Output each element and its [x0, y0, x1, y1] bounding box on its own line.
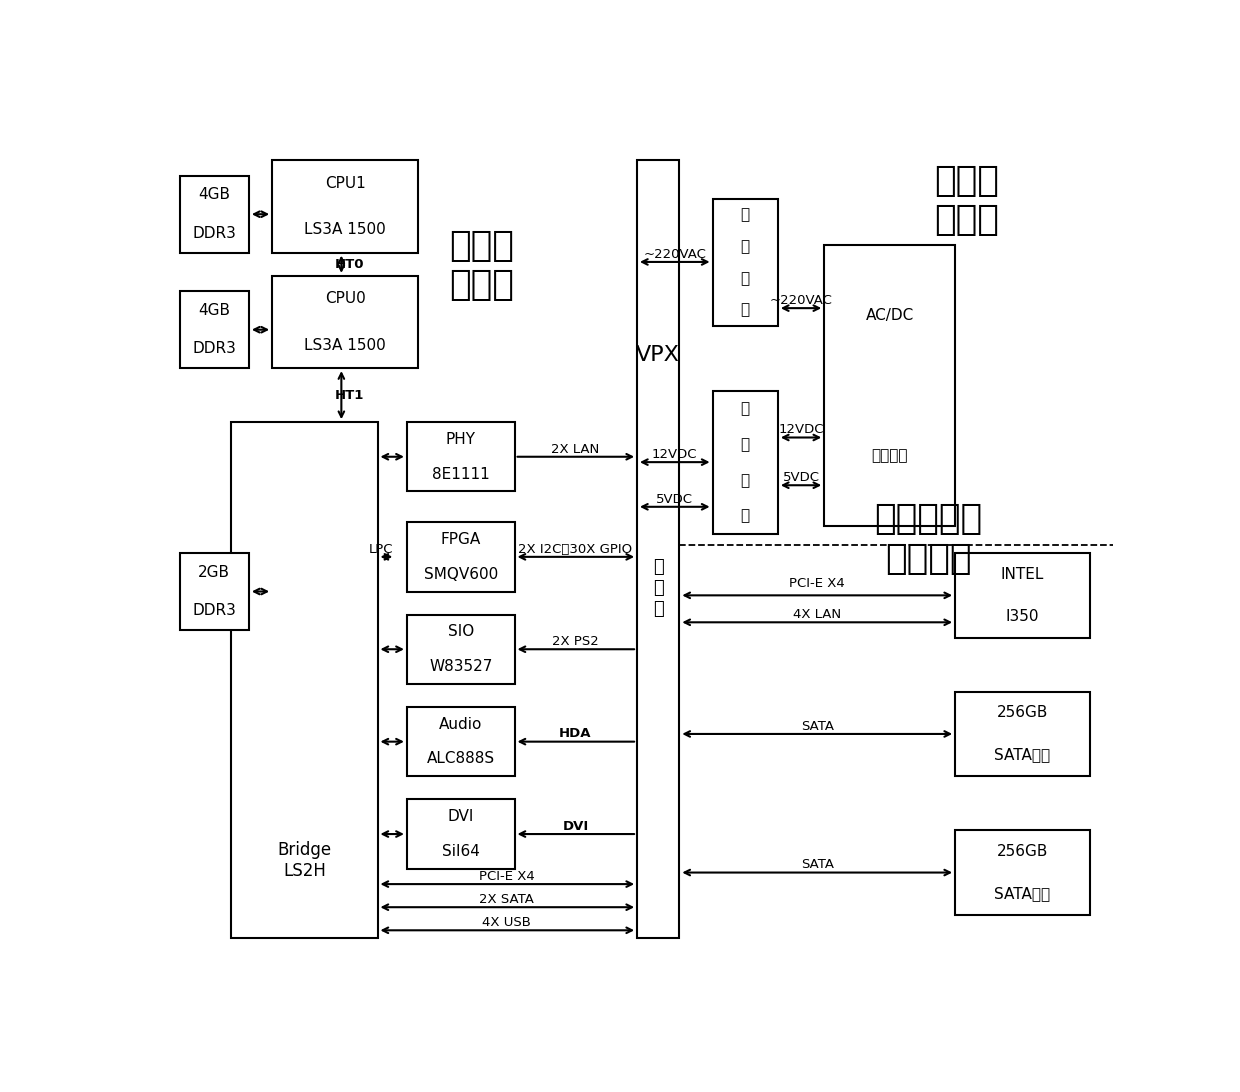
Text: 2X LAN: 2X LAN	[552, 442, 600, 455]
Text: 主控功
能模块: 主控功 能模块	[449, 229, 513, 302]
Text: 12VDC: 12VDC	[779, 424, 823, 437]
Text: 扩展及存储
功能模块: 扩展及存储 功能模块	[874, 502, 982, 575]
Text: 12VDC: 12VDC	[652, 448, 698, 461]
Text: 源: 源	[740, 239, 750, 254]
Text: 2GB: 2GB	[198, 565, 231, 580]
Text: HDA: HDA	[559, 727, 591, 740]
Text: 电: 电	[740, 402, 750, 417]
Text: LPC: LPC	[370, 543, 393, 556]
Text: DVI: DVI	[562, 820, 589, 833]
Text: 2X SATA: 2X SATA	[480, 893, 534, 906]
Text: 4GB: 4GB	[198, 302, 231, 318]
Text: DDR3: DDR3	[192, 226, 237, 241]
Text: 256GB: 256GB	[997, 705, 1048, 721]
Text: 源: 源	[740, 437, 750, 452]
Text: LS3A 1500: LS3A 1500	[304, 337, 386, 353]
Text: CPU1: CPU1	[325, 176, 366, 191]
Text: LS3A 1500: LS3A 1500	[304, 222, 386, 237]
Bar	[180, 292, 249, 368]
Text: SIO: SIO	[448, 625, 474, 640]
Text: 电源功
能模块: 电源功 能模块	[934, 164, 999, 237]
Text: PHY: PHY	[445, 432, 476, 447]
Text: DDR3: DDR3	[192, 603, 237, 618]
Text: 5VDC: 5VDC	[656, 492, 693, 506]
Bar	[955, 691, 1090, 776]
Bar	[955, 830, 1090, 915]
Text: 2X I2C，30X GPIO: 2X I2C，30X GPIO	[518, 543, 632, 556]
Text: 4X USB: 4X USB	[482, 916, 532, 929]
Text: SATA硬盘: SATA硬盘	[994, 887, 1050, 901]
Text: CPU0: CPU0	[325, 292, 366, 307]
Text: SATA硬盘: SATA硬盘	[994, 748, 1050, 762]
Text: SiI64: SiI64	[441, 844, 480, 859]
Bar	[825, 245, 955, 526]
Text: AC/DC: AC/DC	[866, 308, 914, 323]
Text: 滤: 滤	[740, 473, 750, 488]
Text: SMQV600: SMQV600	[424, 567, 497, 582]
Text: DDR3: DDR3	[192, 342, 237, 356]
Bar	[231, 423, 377, 938]
Text: 4GB: 4GB	[198, 188, 231, 202]
Bar	[272, 276, 418, 368]
Text: 连
接
器: 连 接 器	[652, 558, 663, 618]
Text: VPX: VPX	[636, 345, 681, 365]
Bar	[713, 199, 777, 325]
Bar	[407, 522, 515, 592]
Bar	[637, 161, 680, 938]
Bar	[180, 176, 249, 252]
Text: PCI-E X4: PCI-E X4	[479, 870, 534, 883]
Text: 8E1111: 8E1111	[432, 466, 490, 482]
Text: SATA: SATA	[801, 858, 833, 871]
Text: 电: 电	[740, 207, 750, 222]
Text: ALC888S: ALC888S	[427, 751, 495, 767]
Text: SATA: SATA	[801, 720, 833, 733]
Text: HT1: HT1	[335, 389, 363, 402]
Bar	[407, 423, 515, 491]
Text: HT0: HT0	[335, 258, 363, 271]
Text: Audio: Audio	[439, 716, 482, 732]
Text: 波: 波	[740, 302, 750, 318]
Text: 5VDC: 5VDC	[782, 471, 820, 484]
Text: PCI-E X4: PCI-E X4	[790, 578, 846, 591]
Text: Bridge
LS2H: Bridge LS2H	[278, 841, 331, 880]
Bar	[713, 391, 777, 534]
Text: INTEL: INTEL	[1001, 567, 1044, 582]
Bar	[955, 553, 1090, 638]
Text: 4X LAN: 4X LAN	[794, 608, 841, 621]
Bar	[180, 553, 249, 630]
Bar	[407, 707, 515, 776]
Text: ~220VAC: ~220VAC	[770, 294, 832, 307]
Text: 波: 波	[740, 509, 750, 523]
Text: 电源模块: 电源模块	[872, 449, 908, 463]
Text: FPGA: FPGA	[440, 532, 481, 547]
Text: I350: I350	[1006, 609, 1039, 624]
Bar	[272, 161, 418, 252]
Text: DVI: DVI	[448, 809, 474, 824]
Text: 滤: 滤	[740, 271, 750, 286]
Text: 256GB: 256GB	[997, 844, 1048, 859]
Bar	[407, 799, 515, 869]
Text: 2X PS2: 2X PS2	[552, 636, 599, 648]
Text: ~220VAC: ~220VAC	[644, 248, 707, 261]
Bar	[407, 615, 515, 684]
Text: W83527: W83527	[429, 660, 492, 674]
